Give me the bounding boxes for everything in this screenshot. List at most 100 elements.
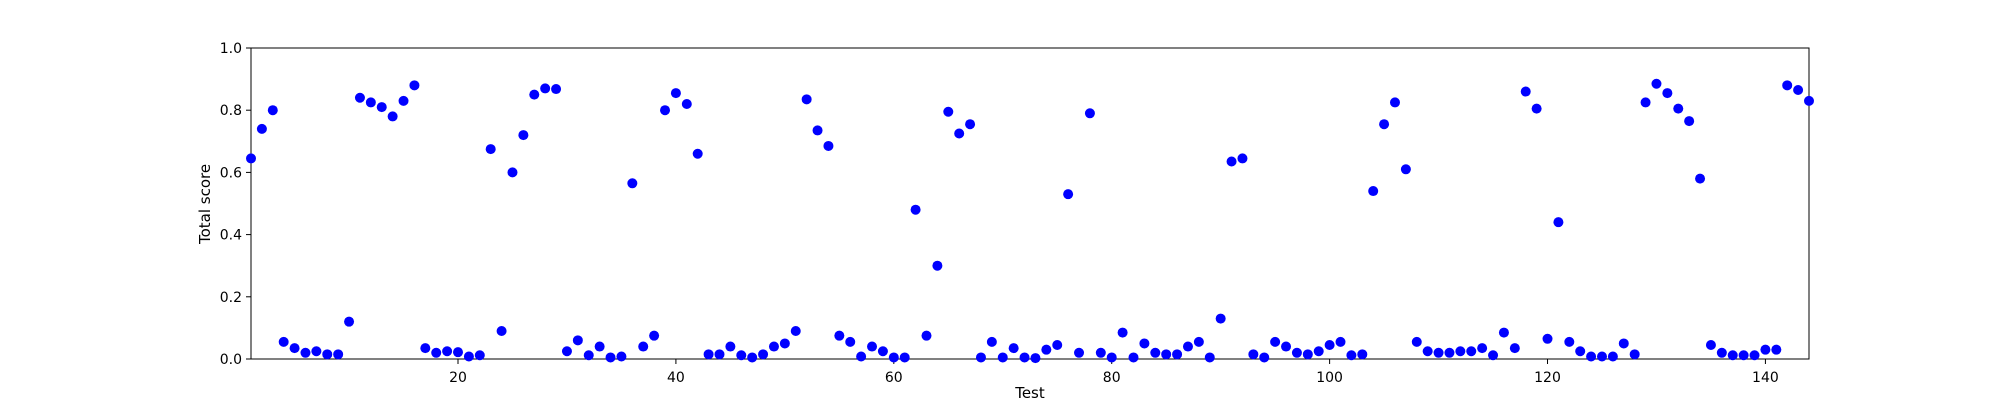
x-tick-label: 120	[1534, 370, 1561, 386]
data-point	[638, 341, 649, 352]
data-point	[1259, 352, 1270, 363]
data-point	[1618, 338, 1629, 349]
data-point	[1237, 153, 1248, 164]
data-point	[1433, 347, 1444, 358]
data-point	[812, 125, 823, 136]
data-point	[1531, 103, 1542, 114]
data-point	[431, 347, 442, 358]
data-point	[1030, 353, 1041, 364]
data-point	[333, 349, 344, 360]
data-point	[1705, 340, 1716, 351]
data-point	[594, 341, 605, 352]
data-point	[1281, 341, 1292, 352]
data-point	[1335, 336, 1346, 347]
data-point	[1477, 343, 1488, 354]
data-point	[1586, 351, 1597, 362]
data-point	[1575, 346, 1586, 357]
data-point	[1389, 97, 1400, 108]
data-point	[496, 326, 507, 337]
data-point	[627, 178, 638, 189]
data-point	[1368, 186, 1379, 197]
data-point	[1161, 349, 1172, 360]
data-point	[725, 341, 736, 352]
data-point	[1063, 189, 1074, 200]
data-point	[442, 346, 453, 357]
data-point	[551, 84, 562, 95]
x-tick-label: 60	[885, 370, 903, 386]
data-point	[540, 83, 551, 94]
data-point	[888, 352, 899, 363]
data-point	[1248, 349, 1259, 360]
data-point	[387, 111, 398, 122]
data-point	[1193, 336, 1204, 347]
data-point	[1215, 313, 1226, 324]
data-point	[1596, 351, 1607, 362]
data-point	[485, 144, 496, 155]
data-point	[1324, 340, 1335, 351]
data-point	[1564, 336, 1575, 347]
data-point	[856, 351, 867, 362]
data-point	[474, 350, 485, 361]
data-point	[758, 349, 769, 360]
data-point	[529, 89, 540, 100]
data-point	[1150, 347, 1161, 358]
data-point	[1607, 351, 1618, 362]
data-point	[616, 351, 627, 362]
data-point	[1727, 350, 1738, 361]
data-point	[289, 343, 300, 354]
data-point	[1019, 352, 1030, 363]
data-point	[256, 123, 267, 134]
data-point	[867, 341, 878, 352]
data-point	[561, 346, 572, 357]
data-point	[747, 352, 758, 363]
data-point	[965, 119, 976, 130]
data-point	[834, 330, 845, 341]
data-point	[801, 94, 812, 105]
data-point	[463, 351, 474, 362]
data-point	[409, 80, 420, 91]
data-point	[823, 140, 834, 151]
data-point	[845, 336, 856, 347]
data-point	[1444, 347, 1455, 358]
data-point	[1498, 327, 1509, 338]
data-point	[660, 105, 671, 116]
data-point	[1804, 95, 1814, 106]
data-point	[311, 346, 322, 357]
data-point	[354, 92, 365, 103]
y-tick-label: 0.4	[220, 228, 242, 244]
data-point	[1542, 333, 1553, 344]
data-point	[1553, 217, 1564, 228]
data-point	[398, 95, 409, 106]
data-point	[267, 105, 278, 116]
data-point	[1782, 80, 1793, 91]
data-point	[692, 148, 703, 159]
data-point	[1640, 97, 1651, 108]
data-point	[1673, 103, 1684, 114]
data-point	[1684, 116, 1695, 127]
data-point	[1411, 336, 1422, 347]
data-point	[246, 153, 256, 164]
data-point	[344, 316, 355, 327]
data-point	[1106, 352, 1117, 363]
data-point	[453, 347, 464, 358]
data-point	[1662, 88, 1673, 99]
y-axis: 0.0 0.2 0.4 0.6 0.8 1.0	[220, 41, 251, 368]
data-point	[1302, 349, 1313, 360]
y-tick-label: 0.8	[220, 103, 242, 119]
data-point	[278, 336, 289, 347]
x-tick-label: 100	[1316, 370, 1343, 386]
y-axis-label: Total score	[196, 164, 214, 245]
x-axis-label: Test	[1014, 384, 1045, 400]
plot-area	[250, 47, 1810, 360]
x-tick-label: 80	[1103, 370, 1121, 386]
data-point	[1226, 156, 1237, 167]
data-point	[1455, 346, 1466, 357]
data-point	[736, 350, 747, 361]
data-point	[910, 204, 921, 215]
data-point	[790, 326, 801, 337]
data-point	[681, 98, 692, 109]
x-axis: 20 40 60 80 100 120 140	[449, 359, 1779, 386]
data-point	[779, 338, 790, 349]
x-tick-label: 20	[449, 370, 467, 386]
